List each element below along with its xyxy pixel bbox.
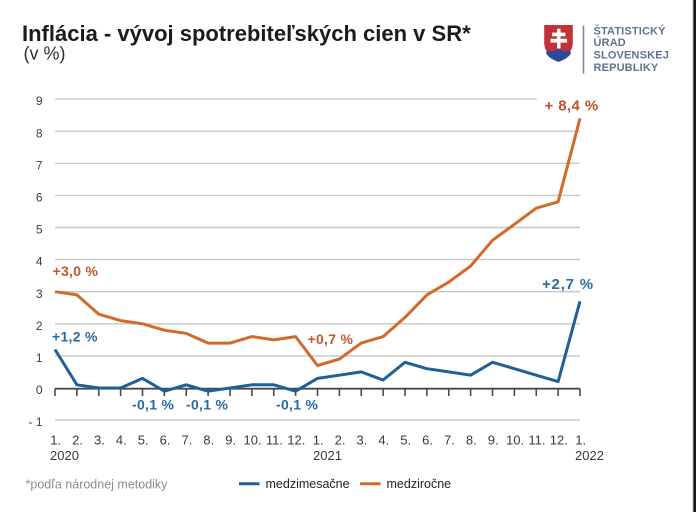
svg-text:11.: 11.: [528, 433, 545, 448]
svg-text:5.: 5.: [400, 433, 411, 448]
svg-text:2020: 2020: [50, 448, 79, 463]
svg-text:9.: 9.: [488, 433, 499, 448]
svg-text:7.: 7.: [444, 433, 455, 448]
svg-text:6.: 6.: [160, 433, 171, 448]
svg-text:-0,1 %: -0,1 %: [186, 397, 229, 413]
svg-text:1.: 1.: [50, 433, 61, 448]
svg-text:(v %): (v %): [24, 44, 66, 64]
svg-text:+0,7 %: +0,7 %: [308, 331, 354, 347]
svg-text:12.: 12.: [550, 433, 568, 448]
svg-text:SLOVENSKEJ: SLOVENSKEJ: [594, 49, 669, 61]
svg-text:4.: 4.: [116, 433, 127, 448]
svg-text:+3,0 %: +3,0 %: [53, 263, 99, 279]
svg-text:ÚRAD: ÚRAD: [594, 36, 626, 49]
svg-text:+2,7 %: +2,7 %: [542, 276, 594, 293]
svg-text:2.: 2.: [335, 433, 346, 448]
svg-text:9: 9: [36, 94, 43, 108]
svg-text:3: 3: [36, 287, 43, 301]
svg-text:3.: 3.: [94, 433, 105, 448]
svg-text:-0,1 %: -0,1 %: [132, 397, 175, 413]
svg-text:8.: 8.: [203, 433, 214, 448]
svg-text:2.: 2.: [72, 433, 83, 448]
svg-text:0: 0: [36, 383, 43, 397]
svg-text:7: 7: [36, 158, 43, 172]
svg-text:9.: 9.: [225, 433, 236, 448]
svg-text:2021: 2021: [313, 448, 342, 463]
svg-text:3.: 3.: [357, 433, 368, 448]
svg-text:8: 8: [36, 126, 43, 140]
svg-text:*podľa národnej metodiky: *podľa národnej metodiky: [26, 478, 169, 492]
svg-text:2022: 2022: [575, 448, 604, 463]
svg-text:6: 6: [36, 191, 43, 205]
svg-text:- 1: - 1: [28, 415, 42, 429]
svg-text:medziročne: medziročne: [387, 477, 452, 491]
svg-text:5.: 5.: [138, 433, 149, 448]
svg-text:12.: 12.: [287, 433, 305, 448]
svg-text:REPUBLIKY: REPUBLIKY: [594, 62, 659, 74]
svg-text:medzimesačne: medzimesačne: [266, 477, 350, 491]
svg-text:10.: 10.: [244, 433, 262, 448]
svg-text:5: 5: [36, 223, 43, 237]
svg-text:10.: 10.: [506, 433, 524, 448]
svg-text:1.: 1.: [575, 433, 586, 448]
svg-text:ŠTATISTICKÝ: ŠTATISTICKÝ: [594, 25, 667, 38]
svg-text:2: 2: [36, 319, 43, 333]
svg-text:+ 8,4 %: + 8,4 %: [545, 97, 599, 114]
svg-text:7.: 7.: [182, 433, 193, 448]
svg-text:Inflácia - vývoj spotrebiteľsk: Inflácia - vývoj spotrebiteľských cien v…: [22, 21, 471, 46]
svg-text:+1,2 %: +1,2 %: [52, 329, 98, 345]
svg-text:4: 4: [36, 255, 43, 269]
svg-text:1: 1: [36, 351, 43, 365]
svg-text:8.: 8.: [466, 433, 477, 448]
svg-text:11.: 11.: [266, 433, 283, 448]
svg-text:6.: 6.: [422, 433, 433, 448]
svg-text:1.: 1.: [313, 433, 324, 448]
svg-text:-0,1 %: -0,1 %: [276, 397, 319, 413]
svg-text:4.: 4.: [378, 433, 389, 448]
